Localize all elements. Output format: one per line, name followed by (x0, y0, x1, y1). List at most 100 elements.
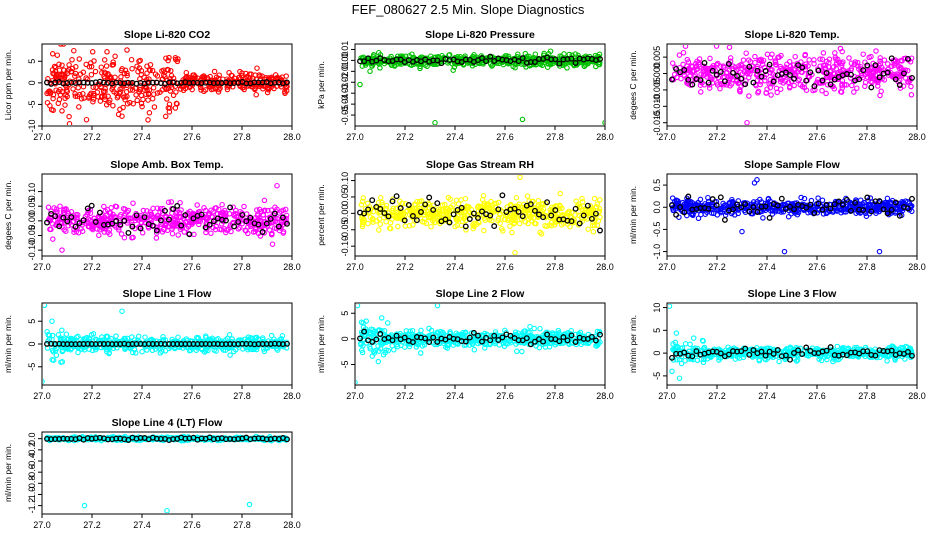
data-point (75, 349, 81, 356)
average-point (166, 216, 172, 223)
average-point (255, 221, 262, 228)
data-point (121, 335, 128, 342)
data-point (134, 97, 140, 104)
data-point (50, 107, 56, 114)
chart-title: Slope Line 3 Flow (748, 288, 838, 300)
data-point (105, 229, 111, 236)
data-point (817, 56, 823, 62)
data-point (108, 75, 114, 81)
average-point (409, 339, 416, 346)
data-point (72, 73, 78, 79)
data-point (219, 201, 225, 208)
y-tick-label: -1.0 (652, 244, 662, 260)
y-axis-label: degees C per min. (628, 50, 638, 119)
average-point (495, 206, 502, 213)
data-point (587, 203, 594, 209)
data-point (856, 201, 863, 208)
data-point (278, 208, 284, 214)
average-point (393, 332, 400, 339)
y-tick-label: 0 (27, 80, 37, 85)
data-point (151, 104, 158, 110)
data-point (71, 47, 77, 54)
data-point (130, 349, 136, 356)
data-point (78, 225, 84, 232)
data-point (153, 215, 159, 221)
data-point (269, 231, 275, 238)
average-point (284, 220, 290, 227)
data-point (114, 345, 120, 351)
average-point (491, 223, 498, 230)
average-point (275, 223, 282, 230)
data-point (83, 116, 90, 123)
data-point (759, 61, 766, 68)
data-point (164, 96, 170, 102)
average-point (202, 224, 209, 231)
data-point (841, 209, 847, 215)
outlier-point (726, 45, 733, 51)
data-point (527, 323, 533, 330)
data-point (235, 226, 242, 232)
data-point (255, 211, 261, 218)
data-point (61, 67, 67, 73)
data-point (840, 59, 846, 65)
data-point (208, 230, 214, 237)
data-point (50, 236, 56, 242)
data-point (908, 83, 914, 90)
data-point (908, 55, 915, 61)
data-point (50, 349, 57, 355)
data-points (44, 182, 290, 253)
average-point (519, 55, 526, 62)
average-point (560, 334, 567, 341)
data-point (585, 226, 591, 232)
data-point (518, 216, 525, 222)
average-point (357, 335, 363, 342)
data-point (149, 95, 156, 102)
data-point (838, 88, 844, 95)
data-point (142, 334, 148, 340)
data-point (419, 218, 426, 225)
average-point (717, 68, 724, 75)
data-points (356, 304, 603, 384)
data-point (45, 89, 52, 95)
data-point (125, 207, 132, 214)
data-point (707, 55, 713, 62)
data-point (452, 223, 458, 230)
average-point (527, 201, 534, 208)
data-point (162, 348, 169, 354)
data-points (357, 48, 604, 125)
data-point (802, 52, 808, 59)
data-point (80, 90, 86, 97)
data-point (49, 347, 56, 354)
average-point (487, 337, 494, 344)
data-point (279, 218, 285, 224)
data-point (139, 103, 145, 110)
data-point (740, 57, 747, 63)
average-point (373, 336, 380, 343)
data-point (402, 201, 409, 207)
average-point (446, 219, 453, 226)
outlier-point (434, 304, 441, 309)
average-point (730, 69, 736, 76)
x-tick-label: 28.0 (283, 132, 301, 142)
x-tick-label: 27.0 (346, 391, 364, 401)
data-point (417, 350, 424, 356)
data-point (252, 86, 258, 93)
data-point (835, 56, 841, 63)
data-point (752, 53, 758, 60)
average-point (568, 55, 575, 62)
data-point (466, 342, 473, 348)
data-point (162, 113, 169, 120)
data-point (786, 58, 793, 65)
data-point (74, 214, 80, 221)
average-point (673, 211, 680, 218)
data-point (257, 73, 263, 79)
average-point (186, 231, 193, 238)
data-point (376, 227, 382, 233)
plot-frame (354, 173, 606, 257)
outlier-point (356, 379, 358, 384)
data-point (216, 226, 223, 233)
y-tick-label: 10 (652, 303, 662, 313)
data-point (791, 82, 797, 89)
average-point (548, 212, 555, 219)
